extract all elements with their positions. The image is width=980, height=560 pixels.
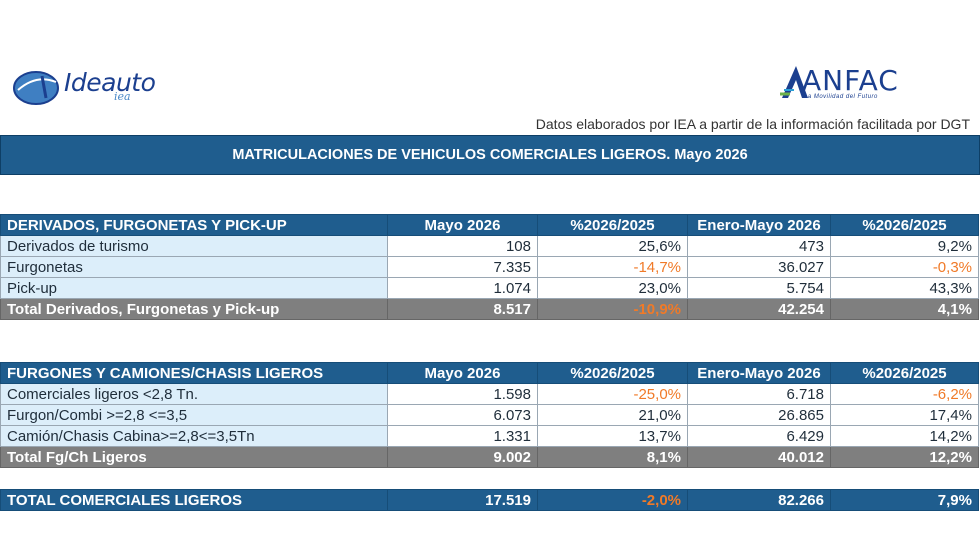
total-label: Total Derivados, Furgonetas y Pick-up <box>0 298 388 320</box>
column-header: %2026/2025 <box>537 214 688 236</box>
row-label: Derivados de turismo <box>0 235 388 257</box>
row-label: Pick-up <box>0 277 388 299</box>
total-row: Total Fg/Ch Ligeros 9.002 8,1% 40.012 12… <box>0 446 979 468</box>
column-header: Mayo 2026 <box>387 362 538 384</box>
table-row: Comerciales ligeros <2,8 Tn. 1.598 -25,0… <box>0 383 979 405</box>
total-row: Total Derivados, Furgonetas y Pick-up 8.… <box>0 298 979 320</box>
grand-total-enero-mayo: 82.266 <box>687 489 831 511</box>
grand-total-label: TOTAL COMERCIALES LIGEROS <box>0 489 388 511</box>
total-pct-enero-mayo: 12,2% <box>830 446 979 468</box>
grand-total-pct-enero-mayo: 7,9% <box>830 489 979 511</box>
column-header: Enero-Mayo 2026 <box>687 214 831 236</box>
row-label: Camión/Chasis Cabina>=2,8<=3,5Tn <box>0 425 388 447</box>
cell-pct-enero-mayo: -0,3% <box>830 256 979 278</box>
row-label: Comerciales ligeros <2,8 Tn. <box>0 383 388 405</box>
ideauto-wordmark: Ideauto <box>64 68 156 97</box>
grand-total-table: TOTAL COMERCIALES LIGEROS 17.519 -2,0% 8… <box>0 489 979 511</box>
ideauto-globe-icon <box>13 71 59 105</box>
column-header: %2026/2025 <box>537 362 688 384</box>
column-header: DERIVADOS, FURGONETAS Y PICK-UP <box>0 214 388 236</box>
source-note: Datos elaborados por IEA a partir de la … <box>535 116 970 132</box>
total-pct-enero-mayo: 4,1% <box>830 298 979 320</box>
table-row: Camión/Chasis Cabina>=2,8<=3,5Tn 1.331 1… <box>0 425 979 447</box>
column-header: FURGONES Y CAMIONES/CHASIS LIGEROS <box>0 362 388 384</box>
cell-pct-enero-mayo: 9,2% <box>830 235 979 257</box>
furgones-table: FURGONES Y CAMIONES/CHASIS LIGEROS Mayo … <box>0 362 979 468</box>
anfac-logo: ANFAC La Movilidad del Futuro <box>780 64 930 106</box>
table-row: Derivados de turismo 108 25,6% 473 9,2% <box>0 235 979 257</box>
cell-enero-mayo: 36.027 <box>687 256 831 278</box>
cell-pct-enero-mayo: 14,2% <box>830 425 979 447</box>
row-label: Furgon/Combi >=2,8 <=3,5 <box>0 404 388 426</box>
table-row: Furgon/Combi >=2,8 <=3,5 6.073 21,0% 26.… <box>0 404 979 426</box>
column-header: Enero-Mayo 2026 <box>687 362 831 384</box>
anfac-tagline: La Movilidad del Futuro <box>804 94 878 100</box>
cell-pct-enero-mayo: 17,4% <box>830 404 979 426</box>
cell-mayo: 108 <box>387 235 538 257</box>
cell-enero-mayo: 26.865 <box>687 404 831 426</box>
cell-mayo: 7.335 <box>387 256 538 278</box>
total-label: Total Fg/Ch Ligeros <box>0 446 388 468</box>
grand-total-mayo: 17.519 <box>387 489 538 511</box>
cell-enero-mayo: 5.754 <box>687 277 831 299</box>
derivados-table: DERIVADOS, FURGONETAS Y PICK-UP Mayo 202… <box>0 214 979 320</box>
cell-pct-mayo: 21,0% <box>537 404 688 426</box>
total-pct-mayo: 8,1% <box>537 446 688 468</box>
total-mayo: 9.002 <box>387 446 538 468</box>
grand-total-pct-mayo: -2,0% <box>537 489 688 511</box>
table-header-row: DERIVADOS, FURGONETAS Y PICK-UP Mayo 202… <box>0 214 979 236</box>
cell-pct-enero-mayo: -6,2% <box>830 383 979 405</box>
ideauto-logo: Ideauto iea <box>12 66 162 110</box>
cell-pct-mayo: 13,7% <box>537 425 688 447</box>
table-row: Furgonetas 7.335 -14,7% 36.027 -0,3% <box>0 256 979 278</box>
cell-pct-mayo: -25,0% <box>537 383 688 405</box>
column-header: %2026/2025 <box>830 362 979 384</box>
cell-enero-mayo: 473 <box>687 235 831 257</box>
cell-mayo: 6.073 <box>387 404 538 426</box>
total-mayo: 8.517 <box>387 298 538 320</box>
cell-mayo: 1.331 <box>387 425 538 447</box>
cell-enero-mayo: 6.429 <box>687 425 831 447</box>
anfac-arrow-icon <box>780 66 808 98</box>
column-header: Mayo 2026 <box>387 214 538 236</box>
cell-enero-mayo: 6.718 <box>687 383 831 405</box>
table-header-row: FURGONES Y CAMIONES/CHASIS LIGEROS Mayo … <box>0 362 979 384</box>
cell-pct-enero-mayo: 43,3% <box>830 277 979 299</box>
column-header: %2026/2025 <box>830 214 979 236</box>
ideauto-subtitle: iea <box>114 90 131 103</box>
cell-mayo: 1.074 <box>387 277 538 299</box>
cell-pct-mayo: -14,7% <box>537 256 688 278</box>
total-pct-mayo: -10,9% <box>537 298 688 320</box>
total-enero-mayo: 42.254 <box>687 298 831 320</box>
report-title: MATRICULACIONES DE VEHICULOS COMERCIALES… <box>0 135 980 175</box>
cell-pct-mayo: 23,0% <box>537 277 688 299</box>
cell-pct-mayo: 25,6% <box>537 235 688 257</box>
table-row: Pick-up 1.074 23,0% 5.754 43,3% <box>0 277 979 299</box>
anfac-wordmark: ANFAC <box>802 64 899 97</box>
grand-total-row: TOTAL COMERCIALES LIGEROS 17.519 -2,0% 8… <box>0 489 979 511</box>
row-label: Furgonetas <box>0 256 388 278</box>
total-enero-mayo: 40.012 <box>687 446 831 468</box>
cell-mayo: 1.598 <box>387 383 538 405</box>
